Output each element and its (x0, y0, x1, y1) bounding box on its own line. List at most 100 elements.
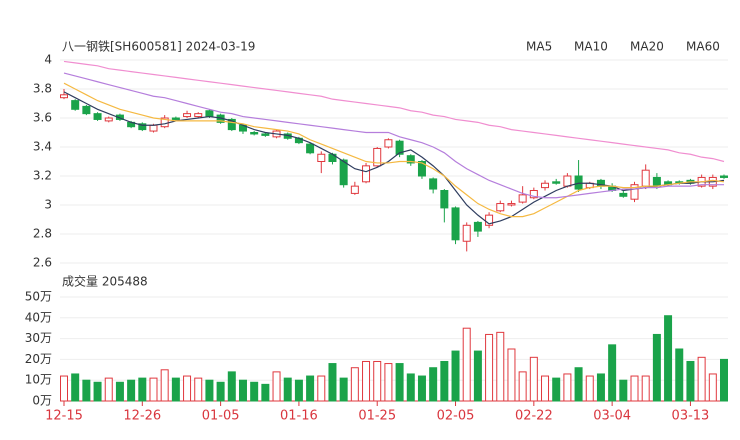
volume-bar (317, 375, 326, 402)
volume-bar (608, 344, 617, 402)
candle-body (183, 113, 192, 118)
volume-bar (238, 379, 247, 402)
volume-bar (104, 377, 113, 402)
candle-body (82, 105, 91, 115)
candle-body (362, 165, 371, 183)
volume-bar (473, 350, 482, 402)
candle-body (373, 147, 382, 167)
candle-body (71, 100, 80, 110)
volume-bar (339, 377, 348, 402)
y-tick-label: 3 (44, 198, 52, 212)
volume-bar (272, 371, 281, 402)
volume-bar (362, 360, 371, 402)
x-tick-label: 02-05 (437, 409, 475, 424)
candle-body (552, 181, 561, 184)
candle-body (317, 153, 326, 162)
ma-line (63, 91, 725, 225)
volume-bar (675, 348, 684, 402)
y-tick-label: 2.8 (33, 227, 52, 241)
volume-bar (541, 375, 550, 402)
chart-title: 八一钢铁[SH600581] 2024-03-19 (62, 40, 255, 54)
candle-body (429, 178, 438, 190)
y-tick-label: 3.6 (33, 111, 52, 125)
y-tick-label: 2.6 (33, 256, 52, 270)
candle-body (417, 161, 426, 177)
legend-label: MA60 (686, 40, 720, 54)
volume-bar (328, 363, 337, 402)
volume-bar (194, 377, 203, 402)
volume-tick-label: 50万 (25, 290, 52, 304)
volume-bar (373, 360, 382, 402)
legend-label: MA20 (630, 40, 664, 54)
volume-bar (115, 381, 124, 402)
volume-bar (350, 367, 359, 402)
candle-body (630, 184, 639, 200)
candle-body (529, 190, 538, 199)
volume-bar (664, 315, 673, 402)
candle-body (462, 224, 471, 242)
candle-body (507, 203, 516, 206)
candle-body (60, 94, 68, 99)
volume-bar (306, 375, 315, 402)
candle-body (149, 124, 158, 132)
volume-bar (496, 331, 505, 402)
x-tick-label: 02-22 (515, 409, 553, 424)
volume-bar (440, 360, 449, 402)
volume-bar (71, 373, 80, 402)
candle-body (138, 123, 147, 131)
volume-bar (406, 373, 415, 402)
volume-bar (630, 375, 639, 402)
volume-bar (417, 375, 426, 402)
volume-bar (596, 373, 605, 402)
volume-bar (138, 377, 147, 402)
volume-bar (205, 379, 214, 402)
volume-tick-label: 20万 (25, 352, 52, 366)
volume-bar (529, 356, 538, 402)
volume-tick-label: 10万 (25, 373, 52, 387)
candle-body (496, 203, 505, 212)
volume-bar (82, 379, 91, 402)
volume-bar (451, 350, 460, 402)
volume-bar (574, 367, 583, 402)
volume-bar (641, 375, 650, 402)
x-tick-label: 03-04 (593, 409, 631, 424)
ma-line (63, 60, 725, 163)
candle-body (406, 155, 415, 164)
candle-body (641, 169, 650, 187)
candle-body (395, 140, 404, 155)
volume-bar (171, 377, 180, 402)
candle-body (473, 221, 482, 232)
volume-bar (485, 333, 494, 402)
x-tick-label: 12-15 (45, 409, 83, 424)
candle-body (384, 139, 393, 148)
volume-bar (395, 363, 404, 402)
candle-body (518, 194, 527, 203)
volume-bar (462, 327, 471, 402)
volume-bar (283, 377, 292, 402)
ma-line (63, 82, 725, 218)
volume-bar (93, 381, 102, 402)
volume-bar (60, 375, 68, 402)
volume-bar (160, 369, 169, 402)
candle-body (720, 175, 728, 178)
candle-body (451, 207, 460, 241)
candle-body (652, 176, 661, 187)
volume-bar (619, 379, 628, 402)
candle-body (171, 117, 180, 120)
volume-bar (563, 373, 572, 402)
volume-bar (552, 377, 561, 402)
legend-label: MA10 (574, 40, 608, 54)
candle-body (563, 175, 572, 187)
volume-bar (227, 371, 236, 402)
volume-bar (686, 360, 695, 402)
candle-body (194, 113, 203, 118)
candle-body (227, 118, 236, 131)
volume-bar (183, 375, 192, 402)
candle-body (306, 143, 315, 154)
candle-body (339, 159, 348, 186)
volume-bar (720, 358, 728, 402)
volume-bar (518, 371, 527, 402)
y-tick-label: 4 (44, 53, 52, 67)
candle-body (440, 190, 449, 209)
volume-tick-label: 40万 (25, 310, 52, 324)
